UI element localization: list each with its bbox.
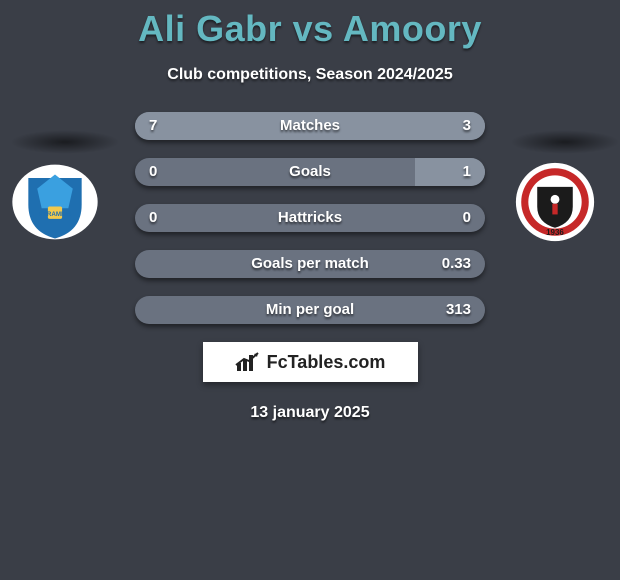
shadow-ellipse xyxy=(10,130,120,154)
svg-text:1936: 1936 xyxy=(546,228,564,237)
stat-label: Hattricks xyxy=(135,204,485,232)
svg-text:PYRAMIDS: PYRAMIDS xyxy=(39,211,72,218)
crest-right-icon: 1936 xyxy=(510,162,600,242)
stat-row: 0.33Goals per match xyxy=(135,250,485,278)
stat-row: 313Min per goal xyxy=(135,296,485,324)
crest-left-icon: PYRAMIDS xyxy=(10,162,100,242)
page-subtitle: Club competitions, Season 2024/2025 xyxy=(0,66,620,84)
page-title: Ali Gabr vs Amoory xyxy=(0,0,620,50)
stat-label: Goals xyxy=(135,158,485,186)
snapshot-date: 13 january 2025 xyxy=(0,404,620,422)
stat-label: Matches xyxy=(135,112,485,140)
stat-label: Min per goal xyxy=(135,296,485,324)
stat-row: 73Matches xyxy=(135,112,485,140)
stat-row: 01Goals xyxy=(135,158,485,186)
player-right-badge: 1936 xyxy=(510,130,610,230)
brand-badge: FcTables.com xyxy=(203,342,418,382)
shadow-ellipse xyxy=(510,130,620,154)
stats-container: 73Matches 01Goals 00Hattricks 0.33Goals per… xyxy=(135,112,485,324)
player-left-badge: PYRAMIDS xyxy=(10,130,110,230)
stat-row: 00Hattricks xyxy=(135,204,485,232)
brand-text: FcTables.com xyxy=(267,352,386,373)
chart-icon xyxy=(235,351,261,373)
stat-label: Goals per match xyxy=(135,250,485,278)
